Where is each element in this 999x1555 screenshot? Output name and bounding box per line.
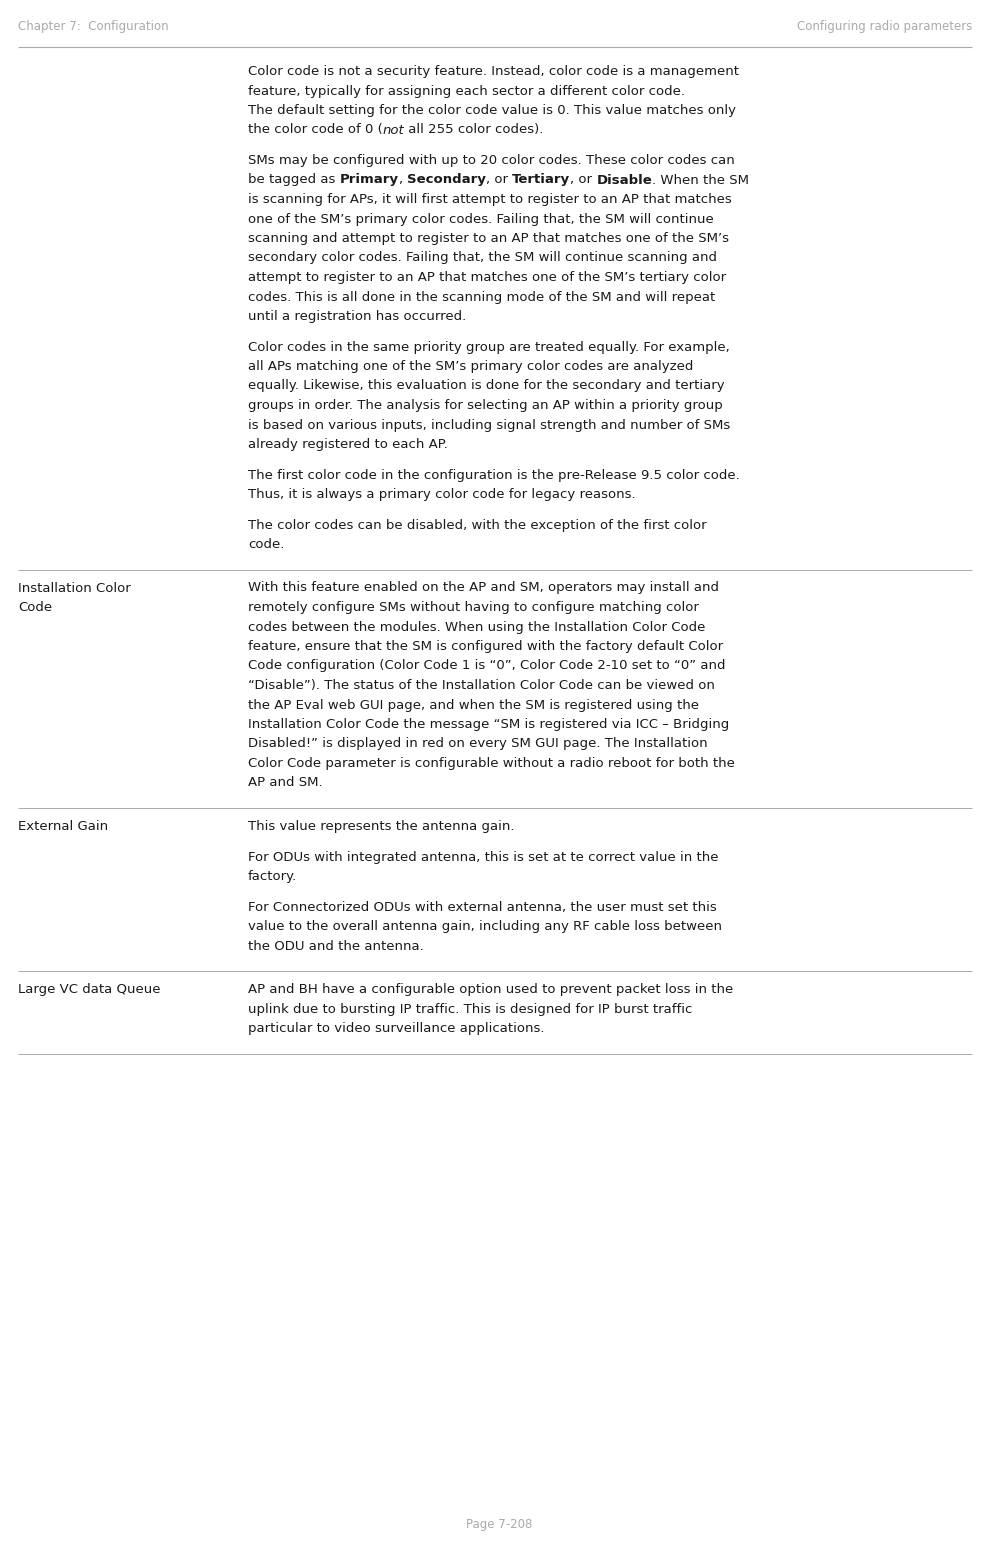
Text: all 255 color codes).: all 255 color codes). — [405, 123, 543, 137]
Text: one of the SM’s primary color codes. Failing that, the SM will continue: one of the SM’s primary color codes. Fai… — [248, 213, 713, 225]
Text: With this feature enabled on the AP and SM, operators may install and: With this feature enabled on the AP and … — [248, 582, 719, 594]
Text: value to the overall antenna gain, including any RF cable loss between: value to the overall antenna gain, inclu… — [248, 921, 722, 933]
Text: already registered to each AP.: already registered to each AP. — [248, 439, 448, 451]
Text: Installation Color: Installation Color — [18, 582, 131, 594]
Text: the color code of 0 (: the color code of 0 ( — [248, 123, 383, 137]
Text: not: not — [383, 123, 405, 137]
Text: Color codes in the same priority group are treated equally. For example,: Color codes in the same priority group a… — [248, 341, 729, 353]
Text: Primary: Primary — [340, 174, 399, 187]
Text: Page 7-208: Page 7-208 — [467, 1518, 532, 1532]
Text: “Disable”). The status of the Installation Color Code can be viewed on: “Disable”). The status of the Installati… — [248, 680, 715, 692]
Text: scanning and attempt to register to an AP that matches one of the SM’s: scanning and attempt to register to an A… — [248, 232, 729, 246]
Text: This value represents the antenna gain.: This value represents the antenna gain. — [248, 819, 514, 833]
Text: is scanning for APs, it will first attempt to register to an AP that matches: is scanning for APs, it will first attem… — [248, 193, 731, 205]
Text: For ODUs with integrated antenna, this is set at te correct value in the: For ODUs with integrated antenna, this i… — [248, 851, 718, 863]
Text: codes. This is all done in the scanning mode of the SM and will repeat: codes. This is all done in the scanning … — [248, 291, 715, 303]
Text: Secondary: Secondary — [407, 174, 486, 187]
Text: the ODU and the antenna.: the ODU and the antenna. — [248, 939, 424, 953]
Text: particular to video surveillance applications.: particular to video surveillance applica… — [248, 1022, 544, 1036]
Text: . When the SM: . When the SM — [652, 174, 749, 187]
Text: uplink due to bursting IP traffic. This is designed for IP burst traffic: uplink due to bursting IP traffic. This … — [248, 1003, 692, 1015]
Text: factory.: factory. — [248, 869, 298, 883]
Text: The first color code in the configuration is the pre-Release 9.5 color code.: The first color code in the configuratio… — [248, 468, 739, 482]
Text: secondary color codes. Failing that, the SM will continue scanning and: secondary color codes. Failing that, the… — [248, 252, 717, 264]
Text: is based on various inputs, including signal strength and number of SMs: is based on various inputs, including si… — [248, 418, 730, 431]
Text: attempt to register to an AP that matches one of the SM’s tertiary color: attempt to register to an AP that matche… — [248, 271, 726, 285]
Text: The color codes can be disabled, with the exception of the first color: The color codes can be disabled, with th… — [248, 518, 706, 532]
Text: AP and BH have a configurable option used to prevent packet loss in the: AP and BH have a configurable option use… — [248, 983, 733, 997]
Text: ,: , — [399, 174, 407, 187]
Text: Configuring radio parameters: Configuring radio parameters — [796, 20, 972, 33]
Text: equally. Likewise, this evaluation is done for the secondary and tertiary: equally. Likewise, this evaluation is do… — [248, 379, 724, 392]
Text: codes between the modules. When using the Installation Color Code: codes between the modules. When using th… — [248, 620, 705, 633]
Text: External Gain: External Gain — [18, 819, 108, 833]
Text: Chapter 7:  Configuration: Chapter 7: Configuration — [18, 20, 169, 33]
Text: , or: , or — [570, 174, 596, 187]
Text: Large VC data Queue: Large VC data Queue — [18, 983, 161, 997]
Text: Code: Code — [18, 600, 52, 614]
Text: Installation Color Code the message “SM is registered via ICC – Bridging: Installation Color Code the message “SM … — [248, 718, 729, 731]
Text: the AP Eval web GUI page, and when the SM is registered using the: the AP Eval web GUI page, and when the S… — [248, 698, 699, 712]
Text: until a registration has occurred.: until a registration has occurred. — [248, 309, 467, 323]
Text: Thus, it is always a primary color code for legacy reasons.: Thus, it is always a primary color code … — [248, 488, 635, 501]
Text: Tertiary: Tertiary — [512, 174, 570, 187]
Text: Code configuration (Color Code 1 is “0”, Color Code 2-10 set to “0” and: Code configuration (Color Code 1 is “0”,… — [248, 659, 725, 672]
Text: SMs may be configured with up to 20 color codes. These color codes can: SMs may be configured with up to 20 colo… — [248, 154, 734, 166]
Text: AP and SM.: AP and SM. — [248, 776, 323, 790]
Text: Disabled!” is displayed in red on every SM GUI page. The Installation: Disabled!” is displayed in red on every … — [248, 737, 707, 751]
Text: feature, typically for assigning each sector a different color code.: feature, typically for assigning each se… — [248, 84, 685, 98]
Text: feature, ensure that the SM is configured with the factory default Color: feature, ensure that the SM is configure… — [248, 641, 723, 653]
Text: Disable: Disable — [596, 174, 652, 187]
Text: Color code is not a security feature. Instead, color code is a management: Color code is not a security feature. In… — [248, 65, 739, 78]
Text: For Connectorized ODUs with external antenna, the user must set this: For Connectorized ODUs with external ant… — [248, 900, 716, 913]
Text: , or: , or — [486, 174, 512, 187]
Text: remotely configure SMs without having to configure matching color: remotely configure SMs without having to… — [248, 600, 699, 614]
Text: all APs matching one of the SM’s primary color codes are analyzed: all APs matching one of the SM’s primary… — [248, 361, 693, 373]
Text: code.: code. — [248, 538, 285, 550]
Text: The default setting for the color code value is 0. This value matches only: The default setting for the color code v… — [248, 104, 736, 117]
Text: be tagged as: be tagged as — [248, 174, 340, 187]
Text: groups in order. The analysis for selecting an AP within a priority group: groups in order. The analysis for select… — [248, 400, 722, 412]
Text: Color Code parameter is configurable without a radio reboot for both the: Color Code parameter is configurable wit… — [248, 757, 735, 770]
